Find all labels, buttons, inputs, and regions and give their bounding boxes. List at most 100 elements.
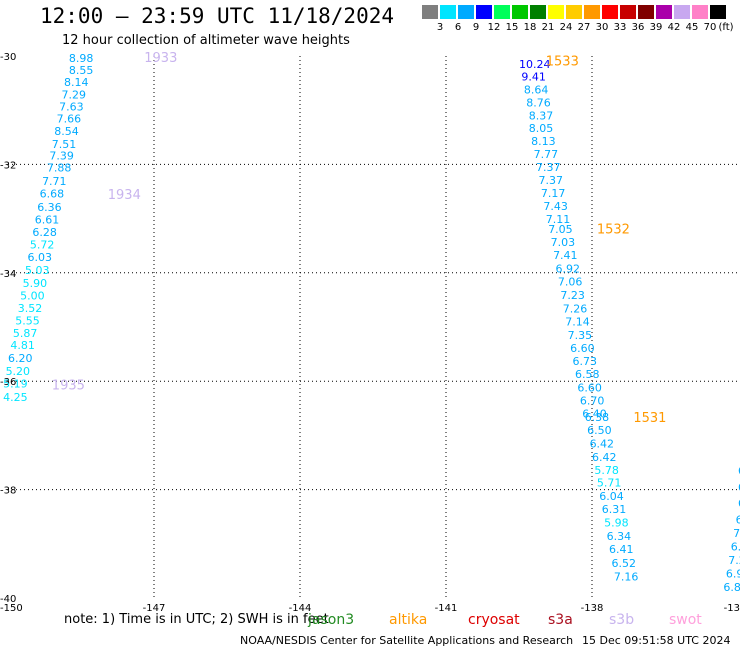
- swh-label: 5.55: [15, 314, 40, 327]
- legend-item: swot: [669, 612, 702, 628]
- colorbar-tick: 18: [523, 22, 537, 33]
- swh-label: 6.59: [731, 541, 740, 554]
- swh-label: 7.06: [558, 275, 583, 288]
- swh-label: 6.20: [8, 352, 33, 365]
- swh-label: 5.72: [30, 239, 55, 252]
- y-tick-label: -30: [0, 52, 16, 63]
- swh-label: 10.24: [519, 58, 551, 71]
- swh-label: 8.98: [69, 52, 94, 65]
- swh-label: 7.37: [538, 174, 563, 187]
- time-label: 1533: [546, 54, 579, 69]
- colorbar-swatch: [494, 5, 510, 19]
- swh-label: 6.42: [592, 451, 617, 464]
- swh-label: 9.41: [521, 71, 546, 84]
- swh-label: 7.63: [59, 100, 84, 113]
- swh-label: 6.50: [587, 424, 612, 437]
- colorbar-tick: 6: [454, 22, 462, 33]
- colorbar-swatch: [566, 5, 582, 19]
- time-label: 1935: [52, 378, 85, 393]
- swh-label: 6.41: [609, 543, 634, 556]
- swh-label: 7.17: [541, 187, 566, 200]
- swh-label: 7.16: [614, 570, 639, 583]
- swh-label: 4.25: [3, 391, 28, 404]
- colorbar-tick: 42: [667, 22, 681, 33]
- colorbar-swatch: [620, 5, 636, 19]
- colorbar-tick: 30: [595, 22, 609, 33]
- colorbar-tick: 45: [685, 22, 699, 33]
- swh-label: 6.68: [40, 188, 64, 201]
- swh-label: 6.60: [570, 342, 595, 355]
- legend-item: jason3: [308, 612, 355, 628]
- page-title: 12:00 — 23:59 UTC 11/18/2024: [40, 4, 395, 28]
- time-label: 1532: [597, 222, 630, 237]
- swh-label: 7.26: [563, 303, 588, 316]
- swh-label: 8.13: [531, 135, 556, 148]
- swh-label: 8.05: [529, 122, 554, 135]
- colorbar-swatch: [656, 5, 672, 19]
- swh-label: 6.40: [582, 408, 607, 421]
- x-tick-label: -138: [581, 603, 604, 614]
- legend-item: s3b: [609, 612, 635, 628]
- swh-label: 6.28: [32, 226, 57, 239]
- colorbar-tick: 70: [703, 22, 717, 33]
- colorbar-tick: 21: [541, 22, 555, 33]
- grid-lines: [8, 56, 738, 598]
- swh-label: 7.71: [42, 175, 67, 188]
- swh-label: 7.77: [534, 148, 559, 161]
- swh-label: 6.36: [37, 201, 62, 214]
- y-tick-label: -36: [0, 377, 16, 388]
- x-tick-label: -144: [289, 603, 312, 614]
- colorbar-tick: 27: [577, 22, 591, 33]
- swh-label: 5.78: [594, 464, 619, 477]
- swh-label: 6: [738, 465, 740, 478]
- swh-label: 7.29: [62, 88, 87, 101]
- swh-label: 6.: [738, 497, 740, 510]
- swh-label: 6.03: [27, 251, 52, 264]
- swh-label: 4.81: [10, 339, 35, 352]
- colorbar-swatch: [584, 5, 600, 19]
- swh-label: 6.1: [736, 513, 740, 526]
- footer-credit: NOAA/NESDIS Center for Satellite Applica…: [240, 634, 574, 647]
- colorbar-swatch: [692, 5, 708, 19]
- swh-label: 5.71: [597, 477, 622, 490]
- swh-label: 7.66: [57, 112, 82, 125]
- swh-label: 8.76: [526, 97, 551, 110]
- y-tick-label: -34: [0, 269, 16, 280]
- colorbar-swatch: [710, 5, 726, 19]
- swh-label: 5.90: [23, 277, 47, 290]
- swh-label: 6.34: [607, 530, 632, 543]
- swh-label: 7.11: [546, 213, 571, 226]
- y-tick-label: -38: [0, 486, 16, 497]
- colorbar-swatch: [530, 5, 546, 19]
- x-tick-label: -150: [0, 603, 23, 614]
- colorbar-swatch: [512, 5, 528, 19]
- swh-label: 7.43: [543, 200, 568, 213]
- swh-label: 6.38: [585, 411, 610, 424]
- swh-label: 7.37: [536, 161, 561, 174]
- swh-label: 3.52: [18, 302, 43, 315]
- page-subtitle: 12 hour collection of altimeter wave hei…: [62, 33, 350, 48]
- swh-label: 6.04: [599, 490, 624, 503]
- swh-label: 7.39: [49, 150, 74, 163]
- colorbar-swatch: [674, 5, 690, 19]
- colorbar-swatch: [638, 5, 654, 19]
- time-labels: 1933 1934 1935 1533 1532 1531: [52, 51, 667, 426]
- colorbar-swatch: [476, 5, 492, 19]
- swh-label: 5.03: [25, 264, 50, 277]
- swh-label: 5.20: [6, 365, 31, 378]
- colorbar-swatch: [440, 5, 456, 19]
- swh-label: 7.51: [52, 138, 77, 151]
- swh-label: 8.64: [524, 84, 549, 97]
- colorbar-tick: 3: [436, 22, 444, 33]
- x-tick-label: -141: [435, 603, 458, 614]
- swh-label: 7.88: [47, 162, 72, 175]
- swh-label: 6.52: [611, 557, 636, 570]
- time-label: 1934: [108, 188, 141, 203]
- swh-label: 6.88: [723, 581, 740, 594]
- colorbar-swatch: [602, 5, 618, 19]
- x-tick-label: -13: [724, 603, 740, 614]
- swh-label: 5.00: [20, 290, 44, 303]
- y-tick-label: -40: [0, 594, 16, 605]
- colorbar-tick: 36: [631, 22, 645, 33]
- swh-label: 8.37: [529, 110, 554, 123]
